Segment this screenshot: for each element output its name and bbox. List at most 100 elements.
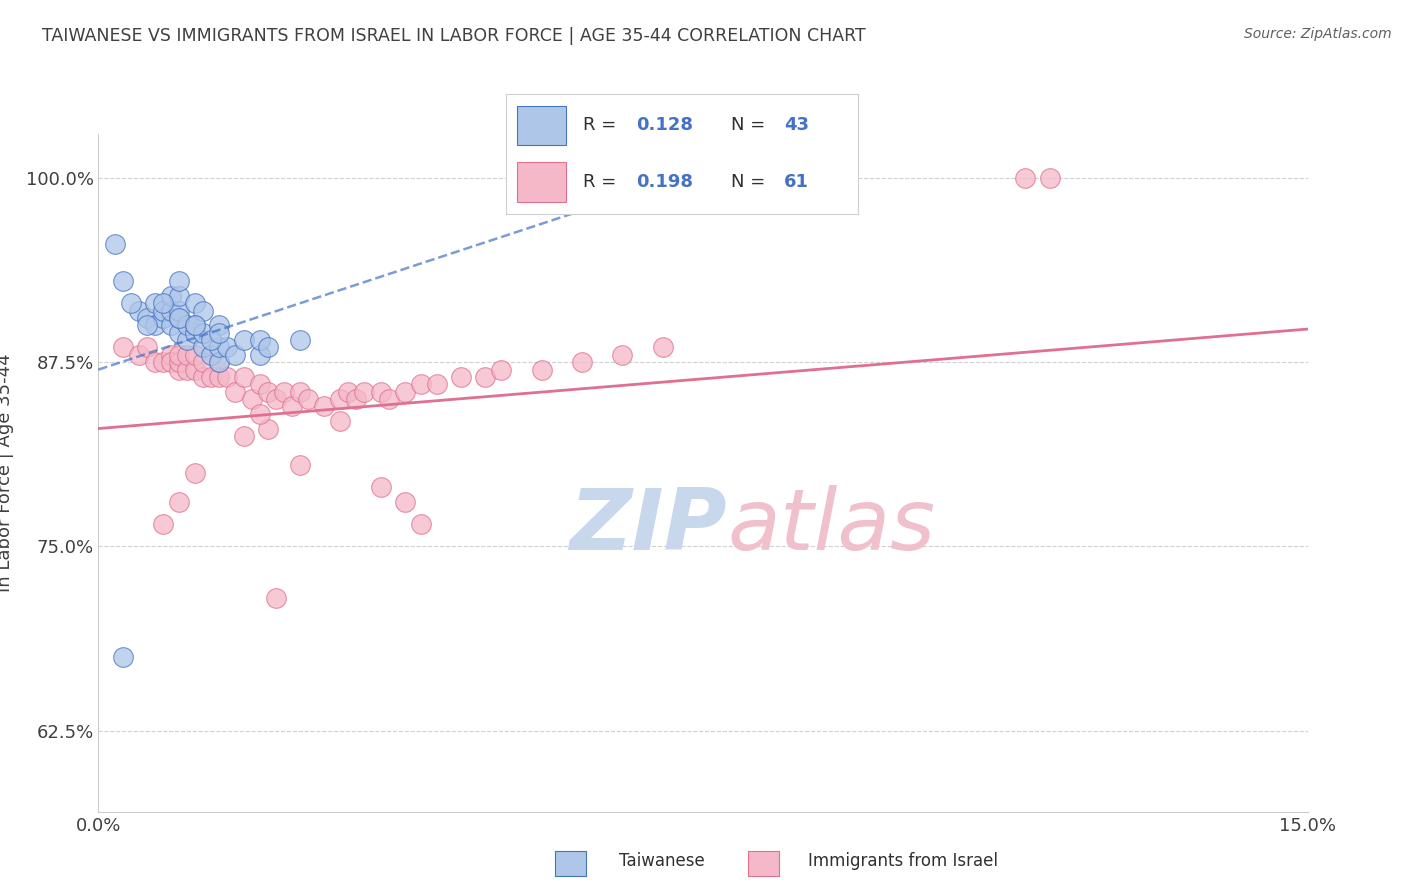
Point — [184, 296, 207, 310]
Point — [135, 341, 157, 355]
Point — [394, 384, 416, 399]
Point — [232, 370, 254, 384]
Point — [160, 303, 183, 318]
Text: 0.198: 0.198 — [636, 172, 693, 191]
Point — [370, 384, 392, 399]
Point — [167, 355, 190, 369]
Point — [128, 303, 150, 318]
Point — [264, 392, 287, 406]
Point — [377, 392, 399, 406]
Point — [143, 296, 166, 310]
Text: Immigrants from Israel: Immigrants from Israel — [808, 852, 998, 870]
Point — [111, 341, 134, 355]
Point — [208, 326, 231, 340]
Point — [571, 355, 593, 369]
Point — [167, 311, 190, 326]
Point — [314, 400, 336, 414]
Point — [200, 348, 222, 362]
Point — [152, 311, 174, 326]
FancyBboxPatch shape — [517, 162, 565, 202]
Point — [152, 517, 174, 532]
Point — [530, 362, 553, 376]
Text: TAIWANESE VS IMMIGRANTS FROM ISRAEL IN LABOR FORCE | AGE 35-44 CORRELATION CHART: TAIWANESE VS IMMIGRANTS FROM ISRAEL IN L… — [42, 27, 866, 45]
Point — [256, 384, 278, 399]
Point — [143, 318, 166, 333]
Point — [249, 348, 271, 362]
Point — [1039, 171, 1062, 186]
Point — [176, 333, 198, 347]
Point — [184, 466, 207, 480]
Point — [353, 384, 375, 399]
Point — [208, 370, 231, 384]
Point — [344, 392, 367, 406]
Point — [135, 311, 157, 326]
Point — [337, 384, 360, 399]
Point — [160, 318, 183, 333]
Point — [394, 495, 416, 509]
Point — [193, 341, 215, 355]
Text: 61: 61 — [785, 172, 808, 191]
Text: Source: ZipAtlas.com: Source: ZipAtlas.com — [1244, 27, 1392, 41]
Point — [256, 421, 278, 435]
Point — [297, 392, 319, 406]
Point — [103, 237, 125, 252]
Point — [232, 429, 254, 443]
Point — [651, 341, 673, 355]
Point — [224, 348, 246, 362]
Point — [200, 333, 222, 347]
Point — [208, 355, 231, 369]
Text: R =: R = — [583, 172, 623, 191]
Point — [409, 377, 432, 392]
Point — [152, 303, 174, 318]
Point — [167, 274, 190, 288]
Point — [208, 341, 231, 355]
Point — [160, 289, 183, 303]
Point — [264, 591, 287, 605]
Point — [193, 370, 215, 384]
Point — [329, 392, 352, 406]
Point — [184, 318, 207, 333]
Text: Taiwanese: Taiwanese — [619, 852, 704, 870]
Point — [612, 348, 634, 362]
Point — [256, 341, 278, 355]
Point — [184, 326, 207, 340]
Point — [120, 296, 142, 310]
Point — [152, 355, 174, 369]
Point — [184, 318, 207, 333]
Point — [288, 333, 311, 347]
Text: ZIP: ZIP — [569, 485, 727, 568]
Point — [217, 370, 239, 384]
Point — [273, 384, 295, 399]
Text: 0.128: 0.128 — [636, 116, 693, 134]
Point — [176, 362, 198, 376]
Point — [167, 311, 190, 326]
Text: R =: R = — [583, 116, 623, 134]
Point — [249, 333, 271, 347]
Point — [249, 377, 271, 392]
Point — [1014, 171, 1036, 186]
Point — [176, 318, 198, 333]
Point — [167, 326, 190, 340]
Text: 43: 43 — [785, 116, 808, 134]
Point — [184, 362, 207, 376]
FancyBboxPatch shape — [517, 106, 565, 145]
Point — [143, 355, 166, 369]
Point — [249, 407, 271, 421]
Point — [128, 348, 150, 362]
Point — [193, 303, 215, 318]
Point — [426, 377, 449, 392]
Point — [167, 495, 190, 509]
Point — [167, 303, 190, 318]
Point — [208, 355, 231, 369]
Point — [474, 370, 496, 384]
Point — [450, 370, 472, 384]
Text: atlas: atlas — [727, 485, 935, 568]
Point — [193, 326, 215, 340]
Point — [167, 362, 190, 376]
Point — [111, 274, 134, 288]
Text: N =: N = — [731, 116, 770, 134]
Point — [176, 348, 198, 362]
Point — [167, 289, 190, 303]
Point — [370, 481, 392, 495]
Point — [160, 355, 183, 369]
